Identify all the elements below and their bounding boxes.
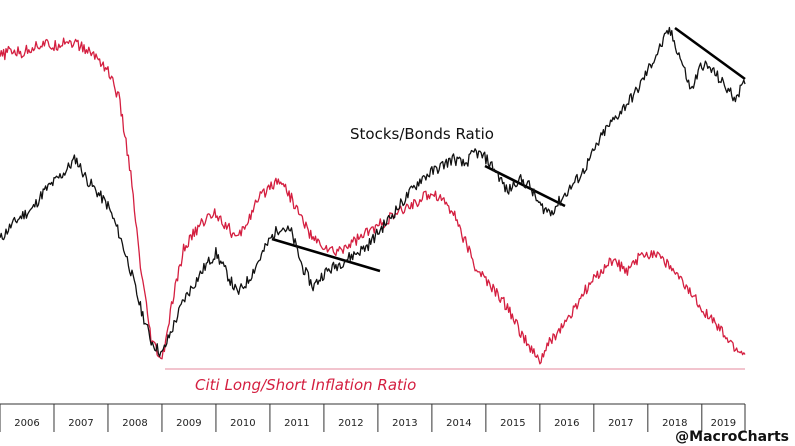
credit-label: @MacroCharts bbox=[675, 429, 789, 445]
trendline-2011-2013 bbox=[271, 237, 381, 273]
series-layer bbox=[0, 26, 746, 365]
x-tick-label: 2006 bbox=[14, 418, 39, 429]
x-tick-label: 2015 bbox=[500, 418, 525, 429]
x-tick-label: 2010 bbox=[230, 418, 255, 429]
x-axis: 2006 2007 2008 2009 2010 2011 2012 2013 2014 2015… bbox=[0, 403, 746, 432]
inflation-label: Citi Long/Short Inflation Ratio bbox=[195, 376, 416, 394]
x-tick-label: 2018 bbox=[662, 418, 687, 429]
x-tick-label: 2019 bbox=[711, 418, 736, 429]
trendline-2018-2019 bbox=[674, 26, 746, 81]
inflation-ratio-line bbox=[0, 37, 746, 365]
trend-lines bbox=[271, 26, 746, 273]
x-tick-label: 2011 bbox=[284, 418, 309, 429]
x-tick-label: 2016 bbox=[554, 418, 579, 429]
x-tick-label: 2007 bbox=[68, 418, 93, 429]
x-tick-label: 2013 bbox=[392, 418, 417, 429]
stocks-bonds-label: Stocks/Bonds Ratio bbox=[350, 125, 494, 143]
stocks-bonds-line bbox=[0, 26, 746, 358]
x-tick-label: 2008 bbox=[122, 418, 147, 429]
x-tick-label: 2017 bbox=[608, 418, 633, 429]
x-tick-label: 2009 bbox=[176, 418, 201, 429]
x-tick-label: 2012 bbox=[338, 418, 363, 429]
x-tick-label: 2014 bbox=[446, 418, 471, 429]
